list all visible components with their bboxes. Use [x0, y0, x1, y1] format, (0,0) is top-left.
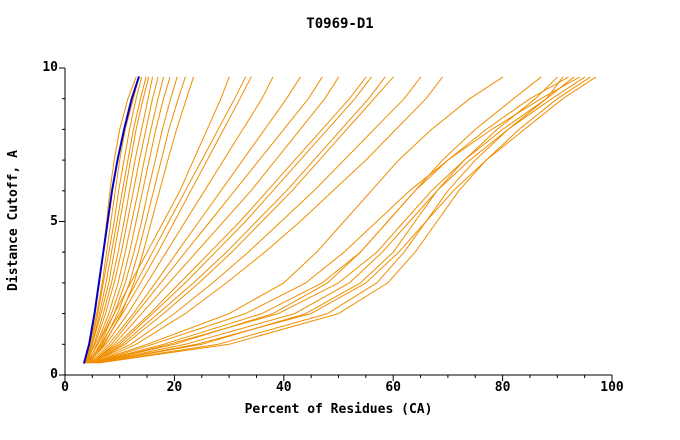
x-tick-label: 60	[385, 380, 402, 395]
model-07-line	[85, 76, 159, 364]
model-10-line	[88, 76, 178, 364]
y-tick-label: 5	[50, 213, 58, 229]
model-02-line	[84, 76, 140, 364]
model-15-line	[87, 76, 274, 364]
model-33-line	[94, 76, 580, 364]
model-34-line	[97, 76, 597, 364]
model-05-line	[84, 76, 150, 364]
model-25-line	[91, 76, 323, 364]
model-20-line	[92, 76, 394, 364]
model-27-line	[94, 76, 542, 364]
model-28-line	[97, 76, 558, 364]
highlighted-model-line	[83, 76, 140, 364]
model-35-line	[95, 76, 564, 364]
x-tick-label: 80	[494, 380, 511, 395]
model-11-line	[86, 76, 186, 364]
model-16-line	[89, 76, 301, 364]
model-13-line	[86, 76, 230, 364]
x-tick-label: 100	[600, 380, 624, 395]
model-03-line	[85, 76, 143, 364]
x-tick-label: 20	[166, 380, 183, 395]
model-24-line	[92, 76, 386, 364]
x-tick-label: 40	[275, 380, 292, 395]
chart-title: T0969-D1	[306, 16, 374, 32]
model-09-line	[86, 76, 171, 364]
model-17-line	[88, 76, 246, 364]
model-12-line	[88, 76, 194, 364]
y-tick-label: 10	[42, 60, 58, 75]
model-04-line	[86, 76, 147, 364]
y-axis-label-container: Distance Cutoff, A	[2, 0, 24, 440]
model-18-line	[91, 76, 339, 364]
x-tick-label: 0	[61, 380, 69, 395]
model-29-line	[92, 76, 569, 364]
model-31-line	[96, 76, 586, 364]
model-19-line	[90, 76, 372, 364]
y-axis-label: Distance Cutoff, A	[5, 149, 21, 291]
model-08-line	[87, 76, 164, 364]
model-14-line	[89, 76, 252, 364]
model-22-line	[90, 76, 367, 364]
model-26-line	[91, 76, 504, 364]
y-tick-label: 0	[50, 367, 58, 382]
model-06-line	[86, 76, 153, 364]
model-21-line	[91, 76, 422, 364]
model-23-line	[94, 76, 443, 364]
x-axis-label: Percent of Residues (CA)	[244, 402, 433, 417]
model-32-line	[100, 76, 591, 364]
